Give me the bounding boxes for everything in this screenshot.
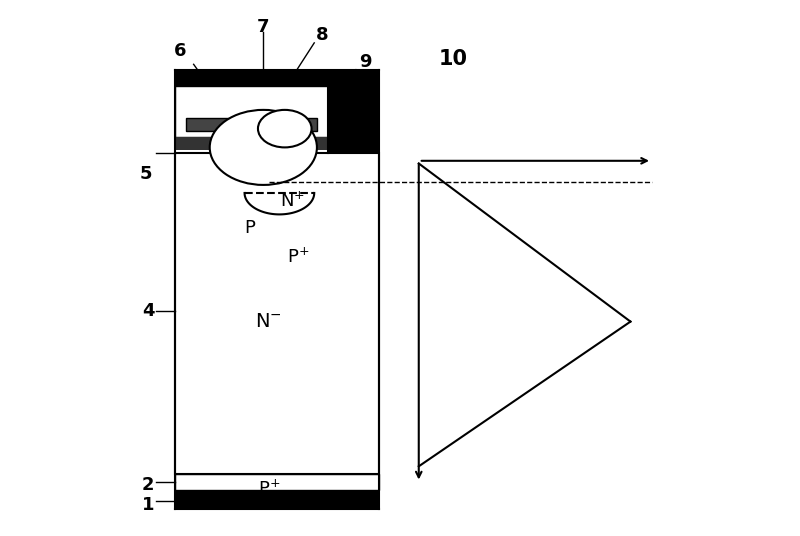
Text: 6: 6 <box>174 42 186 60</box>
Bar <box>175 474 378 490</box>
Text: 9: 9 <box>359 53 371 71</box>
Text: 1: 1 <box>142 496 154 515</box>
Bar <box>328 86 378 153</box>
Bar <box>175 70 378 86</box>
Ellipse shape <box>258 110 311 147</box>
Text: P$^{+}$: P$^{+}$ <box>287 248 310 267</box>
Text: 8: 8 <box>316 26 329 44</box>
Text: N$^{-}$: N$^{-}$ <box>255 312 282 331</box>
Text: 10: 10 <box>439 49 468 69</box>
Text: 5: 5 <box>139 165 152 183</box>
Bar <box>175 86 328 137</box>
Bar <box>175 137 328 150</box>
Bar <box>175 153 378 474</box>
Text: 2: 2 <box>142 476 154 494</box>
Text: N$^{+}$: N$^{+}$ <box>280 191 306 211</box>
Bar <box>175 490 378 509</box>
Text: 4: 4 <box>142 302 154 320</box>
Text: 7: 7 <box>257 18 270 36</box>
Ellipse shape <box>210 110 317 185</box>
Bar <box>186 118 317 131</box>
Text: P$^{+}$: P$^{+}$ <box>258 480 280 499</box>
Text: P: P <box>245 219 255 237</box>
